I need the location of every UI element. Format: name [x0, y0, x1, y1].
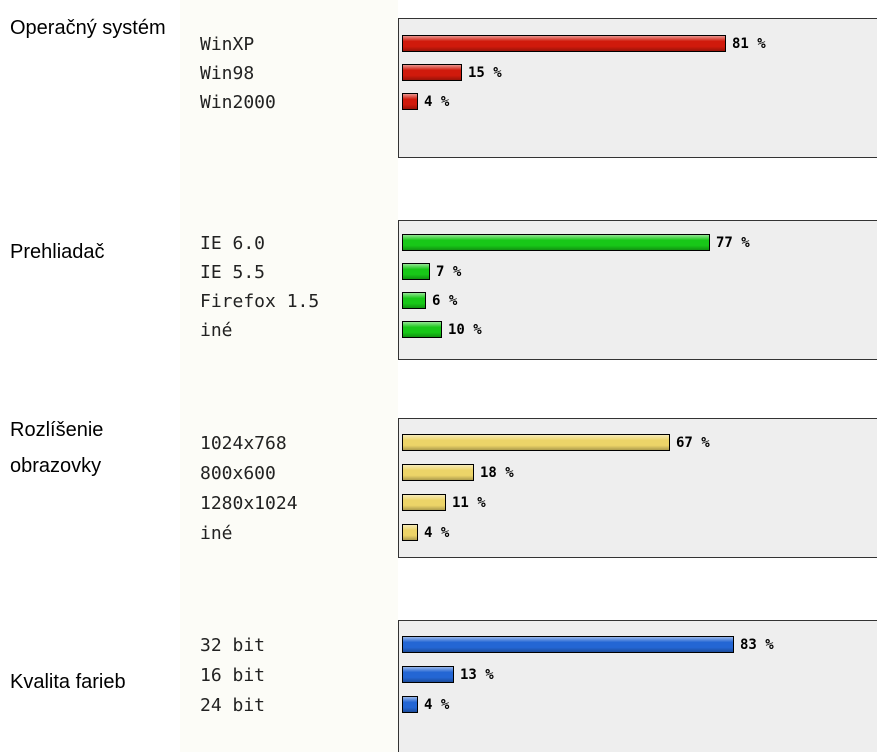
- category-label: WinXP: [200, 34, 255, 55]
- value-label: 4 %: [424, 697, 450, 713]
- value-label: 6 %: [432, 293, 458, 309]
- value-label: 81 %: [732, 36, 766, 52]
- category-label: 16 bit: [200, 665, 266, 686]
- value-label: 77 %: [716, 235, 750, 251]
- bar: [402, 93, 418, 110]
- chart-title: Rozlíšenie obrazovky: [10, 419, 104, 477]
- category-label: Firefox 1.5: [200, 291, 320, 312]
- label-column: [180, 0, 398, 752]
- chart-title: Operačný systém: [10, 17, 166, 39]
- bar: [402, 234, 710, 251]
- category-label: 24 bit: [200, 695, 266, 716]
- bar: [402, 494, 446, 511]
- value-label: 11 %: [452, 495, 486, 511]
- category-label: IE 6.0: [200, 233, 266, 254]
- value-label: 4 %: [424, 525, 450, 541]
- bar: [402, 434, 670, 451]
- bar: [402, 464, 474, 481]
- bar: [402, 64, 462, 81]
- bar: [402, 636, 734, 653]
- bar: [402, 666, 454, 683]
- value-label: 15 %: [468, 65, 502, 81]
- category-label: 1024x768: [200, 433, 287, 454]
- category-label: iné: [200, 320, 233, 341]
- category-label: 1280x1024: [200, 493, 298, 514]
- value-label: 4 %: [424, 94, 450, 110]
- category-label: iné: [200, 523, 233, 544]
- bar: [402, 35, 726, 52]
- value-label: 18 %: [480, 465, 514, 481]
- chart-title: Prehliadač: [10, 241, 105, 263]
- bar: [402, 696, 418, 713]
- value-label: 7 %: [436, 264, 462, 280]
- category-label: Win98: [200, 63, 255, 84]
- category-label: 800x600: [200, 463, 276, 484]
- bar: [402, 292, 426, 309]
- value-label: 13 %: [460, 667, 494, 683]
- category-label: IE 5.5: [200, 262, 266, 283]
- category-label: Win2000: [200, 92, 276, 113]
- chart-title: Kvalita farieb: [10, 671, 126, 693]
- value-label: 83 %: [740, 637, 774, 653]
- value-label: 67 %: [676, 435, 710, 451]
- bar: [402, 263, 430, 280]
- bar: [402, 524, 418, 541]
- bar: [402, 321, 442, 338]
- category-label: 32 bit: [200, 635, 266, 656]
- value-label: 10 %: [448, 322, 482, 338]
